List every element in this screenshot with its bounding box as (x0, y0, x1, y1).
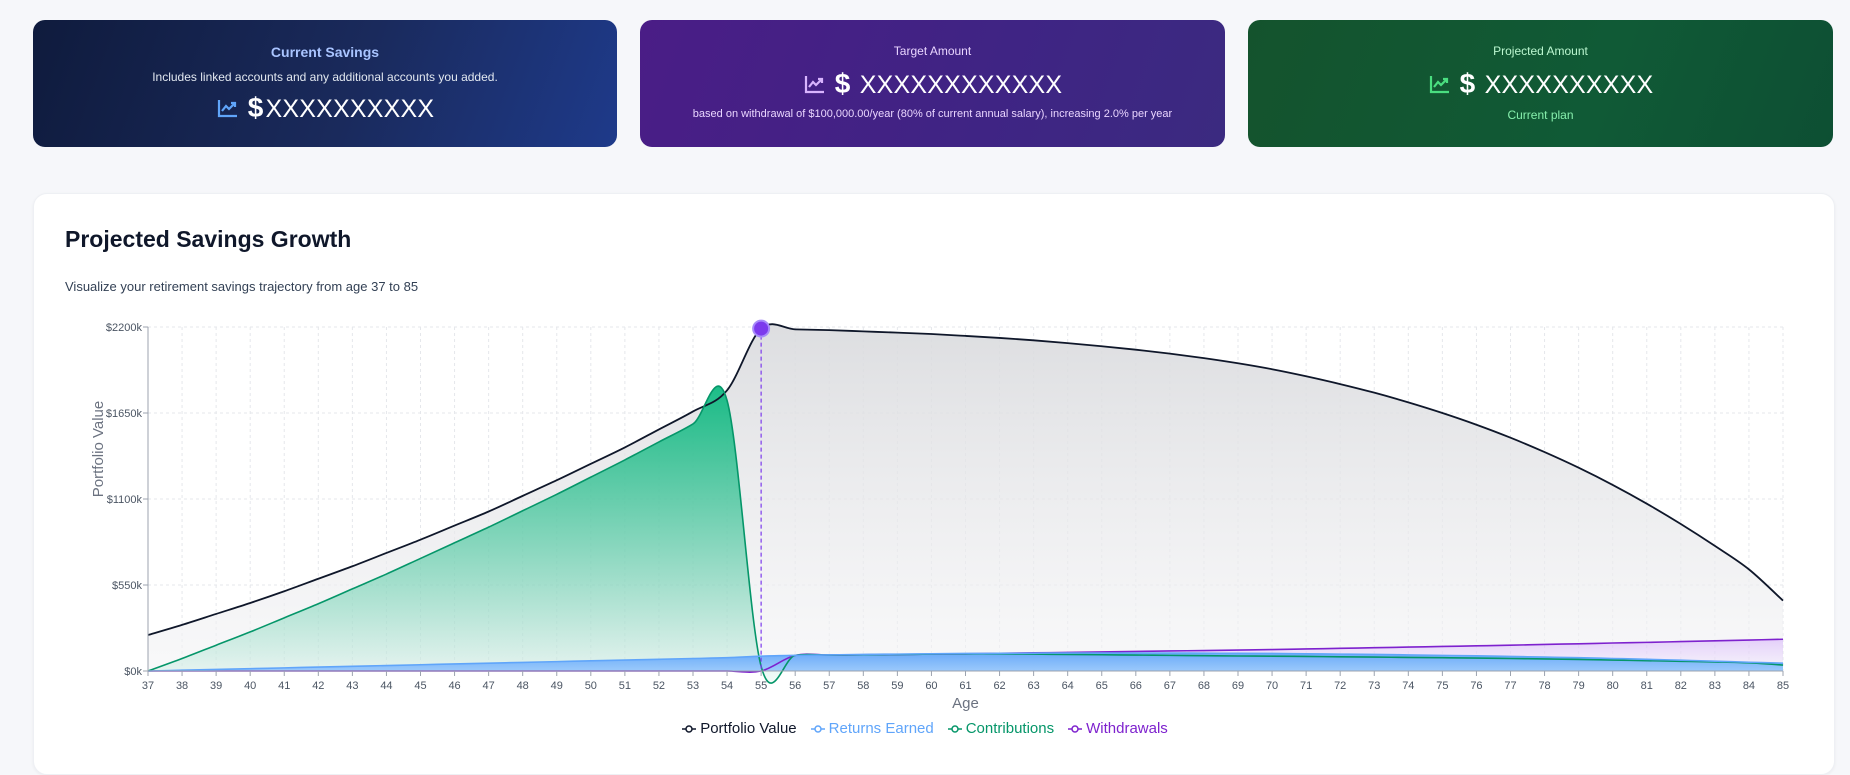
projected-amount-value: $ XXXXXXXXXX (1459, 68, 1654, 99)
x-tick-label: 80 (1607, 680, 1619, 692)
current-savings-title: Current Savings (270, 44, 380, 60)
current-savings-amount: $XXXXXXXXXX (247, 92, 435, 123)
x-tick-label: 75 (1436, 680, 1448, 692)
x-tick-label: 50 (585, 680, 597, 692)
projected-amount-subtitle: Current plan (1507, 108, 1574, 122)
x-axis-label: Age (952, 695, 979, 712)
current-savings-subtitle: Includes linked accounts and any additio… (152, 70, 498, 84)
x-tick-label: 45 (414, 680, 426, 692)
x-tick-label: 73 (1368, 680, 1380, 692)
legend-portfolio-value[interactable]: Portfolio Value (682, 720, 797, 737)
contributions-area (148, 386, 1783, 684)
returns-earned-line (147, 652, 1784, 672)
x-tick-label: 51 (619, 680, 631, 692)
x-tick-label: 85 (1777, 680, 1789, 692)
legend-returns-earned[interactable]: Returns Earned (810, 720, 934, 737)
current-savings-card: Current Savings Includes linked accounts… (33, 20, 617, 147)
x-tick-label: 78 (1538, 680, 1550, 692)
projected-amount-card: Projected Amount $ XXXXXXXXXX Current pl… (1248, 20, 1833, 147)
highlight-marker (752, 319, 771, 338)
legend-line-icon (810, 724, 825, 733)
y-tick-label: $0k (124, 666, 142, 678)
current-savings-amount-row: $XXXXXXXXXX (33, 92, 617, 124)
x-tick-label: 63 (1028, 680, 1040, 692)
x-tick-label: 69 (1232, 680, 1244, 692)
x-tick-label: 37 (142, 680, 154, 692)
x-tick-label: 65 (1096, 680, 1108, 692)
x-tick-label: 60 (925, 680, 937, 692)
x-tick-label: 43 (346, 680, 358, 692)
x-tick-label: 62 (993, 680, 1005, 692)
panel-description: Visualize your retirement savings trajec… (65, 279, 419, 294)
y-tick-label: $1100k (107, 494, 143, 506)
y-axis-label: Portfolio Value (90, 401, 107, 497)
x-tick-label: 58 (857, 680, 869, 692)
y-tick-label: $550k (112, 580, 142, 592)
x-tick-label: 47 (483, 680, 495, 692)
x-tick-label: 70 (1266, 680, 1278, 692)
x-tick-label: 46 (448, 680, 460, 692)
x-tick-label: 56 (789, 680, 801, 692)
y-tick-label: $1650k (106, 408, 143, 420)
savings-chart[interactable]: $0k $550k $1100k $1650k $2200k 37 38 39 40 41 42 43… (0, 0, 1850, 755)
x-tick-label: 82 (1675, 680, 1687, 692)
x-tick-label: 53 (687, 680, 699, 692)
legend-line-icon (947, 724, 962, 733)
x-tick-label: 59 (891, 680, 903, 692)
target-amount-card: Target Amount $ XXXXXXXXXXXX based on wi… (640, 20, 1225, 147)
x-tick-label: 42 (312, 680, 324, 692)
trending-up-icon (217, 100, 237, 118)
x-tick-label: 76 (1470, 680, 1482, 692)
x-tick-label: 79 (1573, 680, 1585, 692)
trending-up-icon (1429, 76, 1449, 94)
target-amount-value: $ XXXXXXXXXXXX (834, 68, 1063, 99)
target-amount-row: $ XXXXXXXXXXXX (640, 68, 1225, 100)
legend-line-icon (1068, 724, 1083, 733)
x-tick-label: 66 (1130, 680, 1142, 692)
projected-amount-row: $ XXXXXXXXXX (1248, 68, 1833, 100)
x-tick-label: 49 (551, 680, 563, 692)
x-tick-label: 68 (1198, 680, 1210, 692)
legend-contributions[interactable]: Contributions (947, 720, 1054, 737)
y-tick-label: $2200k (106, 322, 143, 334)
x-tick-label: 44 (380, 680, 392, 692)
legend-line-icon (682, 724, 697, 733)
portfolio-value-line (147, 323, 1784, 636)
x-tick-label: 40 (244, 680, 256, 692)
x-tick-label: 77 (1504, 680, 1516, 692)
x-tick-label: 71 (1300, 680, 1312, 692)
x-tick-label: 64 (1062, 680, 1074, 692)
x-tick-label: 61 (959, 680, 971, 692)
x-tick-label: 81 (1641, 680, 1653, 692)
x-tick-label: 84 (1743, 680, 1755, 692)
x-tick-label: 41 (278, 680, 290, 692)
target-amount-title: Target Amount (893, 44, 972, 58)
x-tick-label: 38 (176, 680, 188, 692)
x-tick-label: 52 (653, 680, 665, 692)
trending-up-icon (804, 76, 824, 94)
projected-amount-title: Projected Amount (1493, 44, 1588, 58)
x-tick-label: 57 (823, 680, 835, 692)
x-tick-label: 54 (721, 680, 733, 692)
x-tick-label: 72 (1334, 680, 1346, 692)
target-amount-subtitle: based on withdrawal of $100,000.00/year … (692, 108, 1173, 120)
x-tick-label: 67 (1164, 680, 1176, 692)
x-tick-label: 83 (1709, 680, 1721, 692)
chart-legend: Portfolio Value Returns Earned Contribut… (0, 720, 1850, 737)
legend-withdrawals[interactable]: Withdrawals (1068, 720, 1168, 737)
x-tick-label: 48 (517, 680, 529, 692)
x-tick-label: 74 (1402, 680, 1414, 692)
panel-title: Projected Savings Growth (65, 226, 352, 252)
x-tick-label: 55 (755, 680, 767, 692)
x-tick-label: 39 (210, 680, 222, 692)
